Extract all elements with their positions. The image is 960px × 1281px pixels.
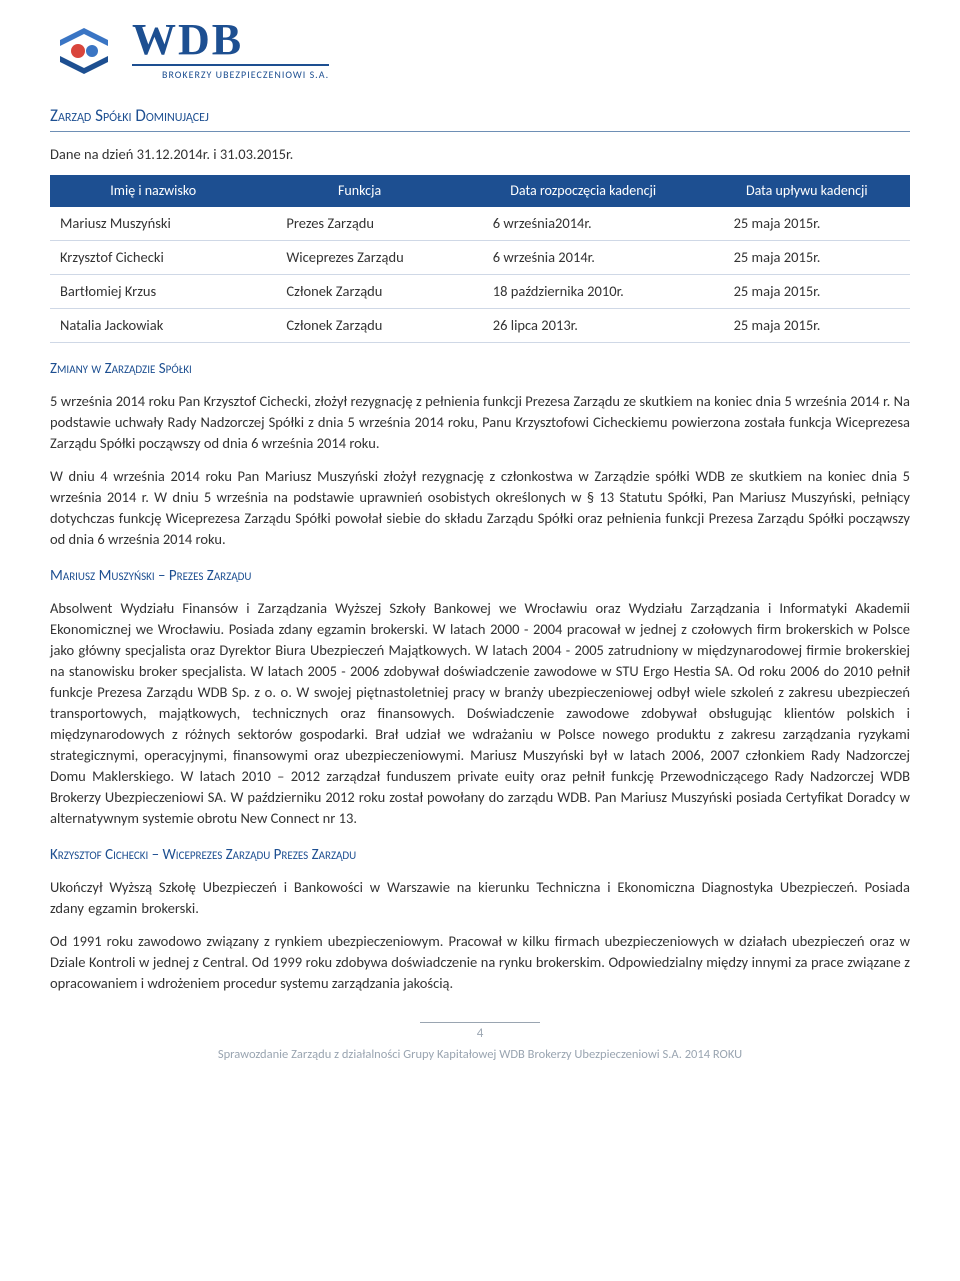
table-cell: 25 maja 2015r. [704, 241, 910, 275]
table-header: Data upływu kadencji [704, 175, 910, 207]
table-cell: 18 października 2010r. [463, 275, 704, 309]
table-header: Funkcja [256, 175, 462, 207]
table-cell: 6 września2014r. [463, 207, 704, 241]
page-number: 4 [50, 1025, 910, 1044]
footer-rule [420, 1022, 540, 1023]
body-paragraph: Od 1991 roku zawodowo związany z rynkiem… [50, 931, 910, 994]
table-header-row: Imię i nazwisko Funkcja Data rozpoczęcia… [50, 175, 910, 207]
bio-heading-muszynski: Mariusz Muszyński – Prezes Zarządu [50, 566, 910, 588]
table-row: Krzysztof Cichecki Wiceprezes Zarządu 6 … [50, 241, 910, 275]
section-heading-changes: Zmiany w Zarządzie Spółki [50, 359, 910, 381]
table-cell: 25 maja 2015r. [704, 275, 910, 309]
table-row: Mariusz Muszyński Prezes Zarządu 6 wrześ… [50, 207, 910, 241]
document-page: WDB BROKERZY UBEZPIECZENIOWI S.A. Zarząd… [0, 0, 960, 1094]
table-cell: Członek Zarządu [256, 309, 462, 343]
body-paragraph: 5 września 2014 roku Pan Krzysztof Ciche… [50, 391, 910, 454]
table-cell: Prezes Zarządu [256, 207, 462, 241]
section-heading-board: Zarząd Spółki Dominującej [50, 104, 910, 132]
table-cell: 6 września 2014r. [463, 241, 704, 275]
table-cell: 25 maja 2015r. [704, 309, 910, 343]
table-cell: 25 maja 2015r. [704, 207, 910, 241]
table-header: Imię i nazwisko [50, 175, 256, 207]
table-cell: Mariusz Muszyński [50, 207, 256, 241]
table-cell: 26 lipca 2013r. [463, 309, 704, 343]
logo-brand: WDB [132, 20, 329, 60]
logo-text: WDB BROKERZY UBEZPIECZENIOWI S.A. [132, 20, 329, 82]
body-paragraph: W dniu 4 września 2014 roku Pan Mariusz … [50, 466, 910, 550]
wdb-logo-icon [50, 24, 118, 78]
logo-subtitle: BROKERZY UBEZPIECZENIOWI S.A. [162, 68, 329, 83]
bio-heading-cichecki: Krzysztof Cichecki – Wiceprezes Zarządu … [50, 845, 910, 867]
body-paragraph: Absolwent Wydziału Finansów i Zarządzani… [50, 598, 910, 829]
body-paragraph: Ukończył Wyższą Szkołę Ubezpieczeń i Ban… [50, 877, 910, 919]
table-cell: Wiceprezes Zarządu [256, 241, 462, 275]
table-row: Bartłomiej Krzus Członek Zarządu 18 paźd… [50, 275, 910, 309]
page-footer: 4 Sprawozdanie Zarządu z działalności Gr… [50, 1022, 910, 1064]
table-row: Natalia Jackowiak Członek Zarządu 26 lip… [50, 309, 910, 343]
logo-block: WDB BROKERZY UBEZPIECZENIOWI S.A. [50, 20, 910, 82]
board-table: Imię i nazwisko Funkcja Data rozpoczęcia… [50, 175, 910, 343]
table-cell: Członek Zarządu [256, 275, 462, 309]
table-cell: Krzysztof Cichecki [50, 241, 256, 275]
date-line: Dane na dzień 31.12.2014r. i 31.03.2015r… [50, 144, 910, 165]
table-header: Data rozpoczęcia kadencji [463, 175, 704, 207]
table-cell: Natalia Jackowiak [50, 309, 256, 343]
table-cell: Bartłomiej Krzus [50, 275, 256, 309]
footer-text: Sprawozdanie Zarządu z działalności Grup… [50, 1046, 910, 1064]
